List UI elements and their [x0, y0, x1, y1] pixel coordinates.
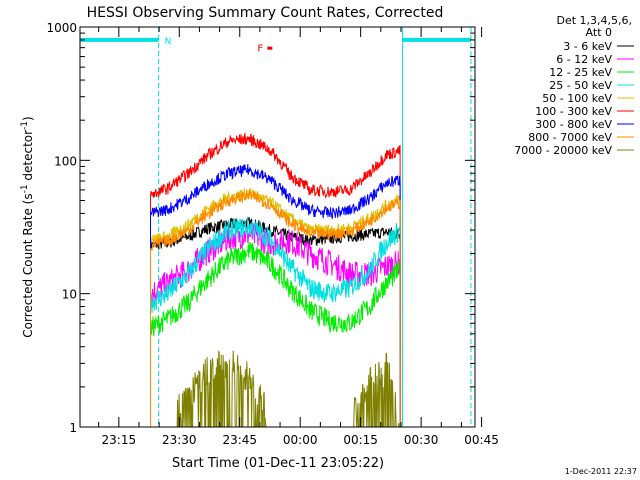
y-axis-label-exp1: -1	[20, 184, 30, 193]
x-tick-label: 23:30	[162, 433, 197, 447]
series-line-3-6-kev	[150, 217, 401, 428]
y-tick-label: 1000	[46, 21, 77, 35]
x-tick-label: 00:45	[464, 433, 499, 447]
y-tick-label: 100	[54, 154, 77, 168]
legend-label: 7000 - 20000 keV	[514, 144, 612, 157]
chart-title: HESSI Observing Summary Count Rates, Cor…	[87, 5, 444, 21]
legend-label: 6 - 12 keV	[556, 53, 612, 66]
y-tick-label: 1	[69, 421, 77, 435]
x-tick-label: 23:45	[222, 433, 257, 447]
x-axis-label: Start Time (01-Dec-11 23:05:22)	[172, 456, 384, 471]
legend-label: 3 - 6 keV	[563, 40, 612, 53]
x-tick-label: 00:00	[283, 433, 318, 447]
x-tick-label: 00:15	[343, 433, 378, 447]
series-line-7000-20000-kev	[150, 349, 401, 428]
legend-label: 50 - 100 keV	[542, 92, 612, 105]
timestamp: 1-Dec-2011 22:37	[565, 467, 637, 476]
y-axis-label: Corrected Count Rate (s-1 detector-1)	[20, 116, 35, 337]
series-line-300-800-kev	[150, 164, 401, 428]
series-line-12-25-kev	[150, 241, 401, 428]
legend-label: 100 - 300 keV	[535, 105, 612, 118]
y-axis-label-main: Corrected Count Rate (s	[21, 193, 35, 337]
legend-label: 12 - 25 keV	[549, 66, 612, 79]
x-tick-label: 00:30	[404, 433, 439, 447]
legend-label: 800 - 7000 keV	[528, 131, 612, 144]
y-axis: 1 10 100 1000	[46, 21, 475, 435]
y-tick-label: 10	[62, 288, 77, 302]
night-label: N	[165, 37, 172, 47]
flare-marker	[267, 46, 273, 50]
legend-header-line2: Att 0	[586, 26, 612, 39]
y-axis-label-mid: detector	[21, 130, 35, 185]
series-line-100-300-kev	[150, 132, 401, 428]
legend-label: 300 - 800 keV	[535, 118, 612, 131]
series-line-800-7000-kev	[150, 189, 401, 428]
plot-area: NF	[79, 27, 472, 428]
legend-header-line1: Det 1,3,4,5,6,	[556, 14, 632, 27]
series-line-25-50-kev	[150, 216, 401, 428]
x-tick-label: 23:15	[102, 433, 137, 447]
legend-label: 25 - 50 keV	[549, 79, 612, 92]
x-axis: 23:15 23:30 23:45 00:00 00:15 00:30 00:45	[98, 27, 499, 447]
y-axis-label-exp2: -1	[20, 121, 30, 130]
y-axis-label-end: )	[21, 116, 35, 121]
flare-label: F	[257, 44, 263, 55]
plot-frame	[79, 26, 476, 428]
